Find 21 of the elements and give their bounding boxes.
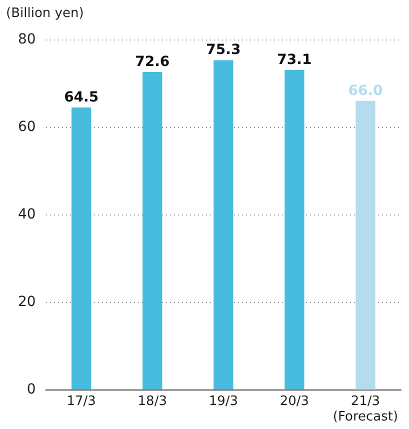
y-axis-title: (Billion yen) [6, 6, 84, 21]
x-tick-label: 21/3 (Forecast) [332, 394, 398, 425]
y-tick-label: 0 [26, 381, 36, 398]
data-label: 72.6 [135, 54, 170, 70]
y-tick-label: 80 [18, 32, 36, 48]
data-label: 66.0 [348, 82, 384, 99]
x-tick-label: 17/3 [66, 394, 96, 409]
data-label: 73.1 [277, 52, 312, 68]
bar [72, 107, 92, 390]
bar [142, 72, 162, 390]
y-tick-label: 40 [18, 206, 36, 223]
y-tick-label: 60 [18, 119, 36, 136]
x-tick-label: 19/3 [208, 394, 238, 409]
y-tick-label: 20 [18, 294, 36, 310]
bar [356, 100, 376, 390]
bar [284, 70, 304, 390]
data-label: 64.5 [64, 89, 99, 106]
bar [214, 60, 234, 390]
x-tick-label: 20/3 [280, 394, 310, 409]
data-label: 75.3 [206, 42, 241, 58]
x-tick-label: 18/3 [138, 394, 167, 409]
